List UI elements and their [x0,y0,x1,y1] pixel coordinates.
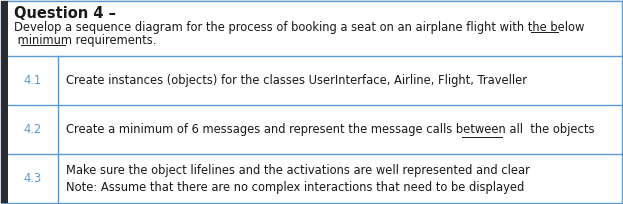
Text: 4.2: 4.2 [24,123,42,136]
Text: 4.3: 4.3 [24,172,42,185]
Text: 4.1: 4.1 [24,74,42,87]
Text: Create instances (objects) for the classes UserInterface, Airline, Flight, Trave: Create instances (objects) for the class… [66,74,527,87]
Text: Make sure the object lifelines and the activations are well represented and clea: Make sure the object lifelines and the a… [66,164,530,177]
Text: minimum requirements.: minimum requirements. [14,34,156,47]
Text: Develop a sequence diagram for the process of booking a seat on an airplane flig: Develop a sequence diagram for the proce… [14,21,584,34]
Text: Note: Assume that there are no complex interactions that need to be displayed: Note: Assume that there are no complex i… [66,181,524,194]
Bar [1,1,8,203]
Text: Question 4 –: Question 4 – [14,6,116,21]
Text: Create a minimum of 6 messages and represent the message calls between all  the : Create a minimum of 6 messages and repre… [66,123,594,136]
